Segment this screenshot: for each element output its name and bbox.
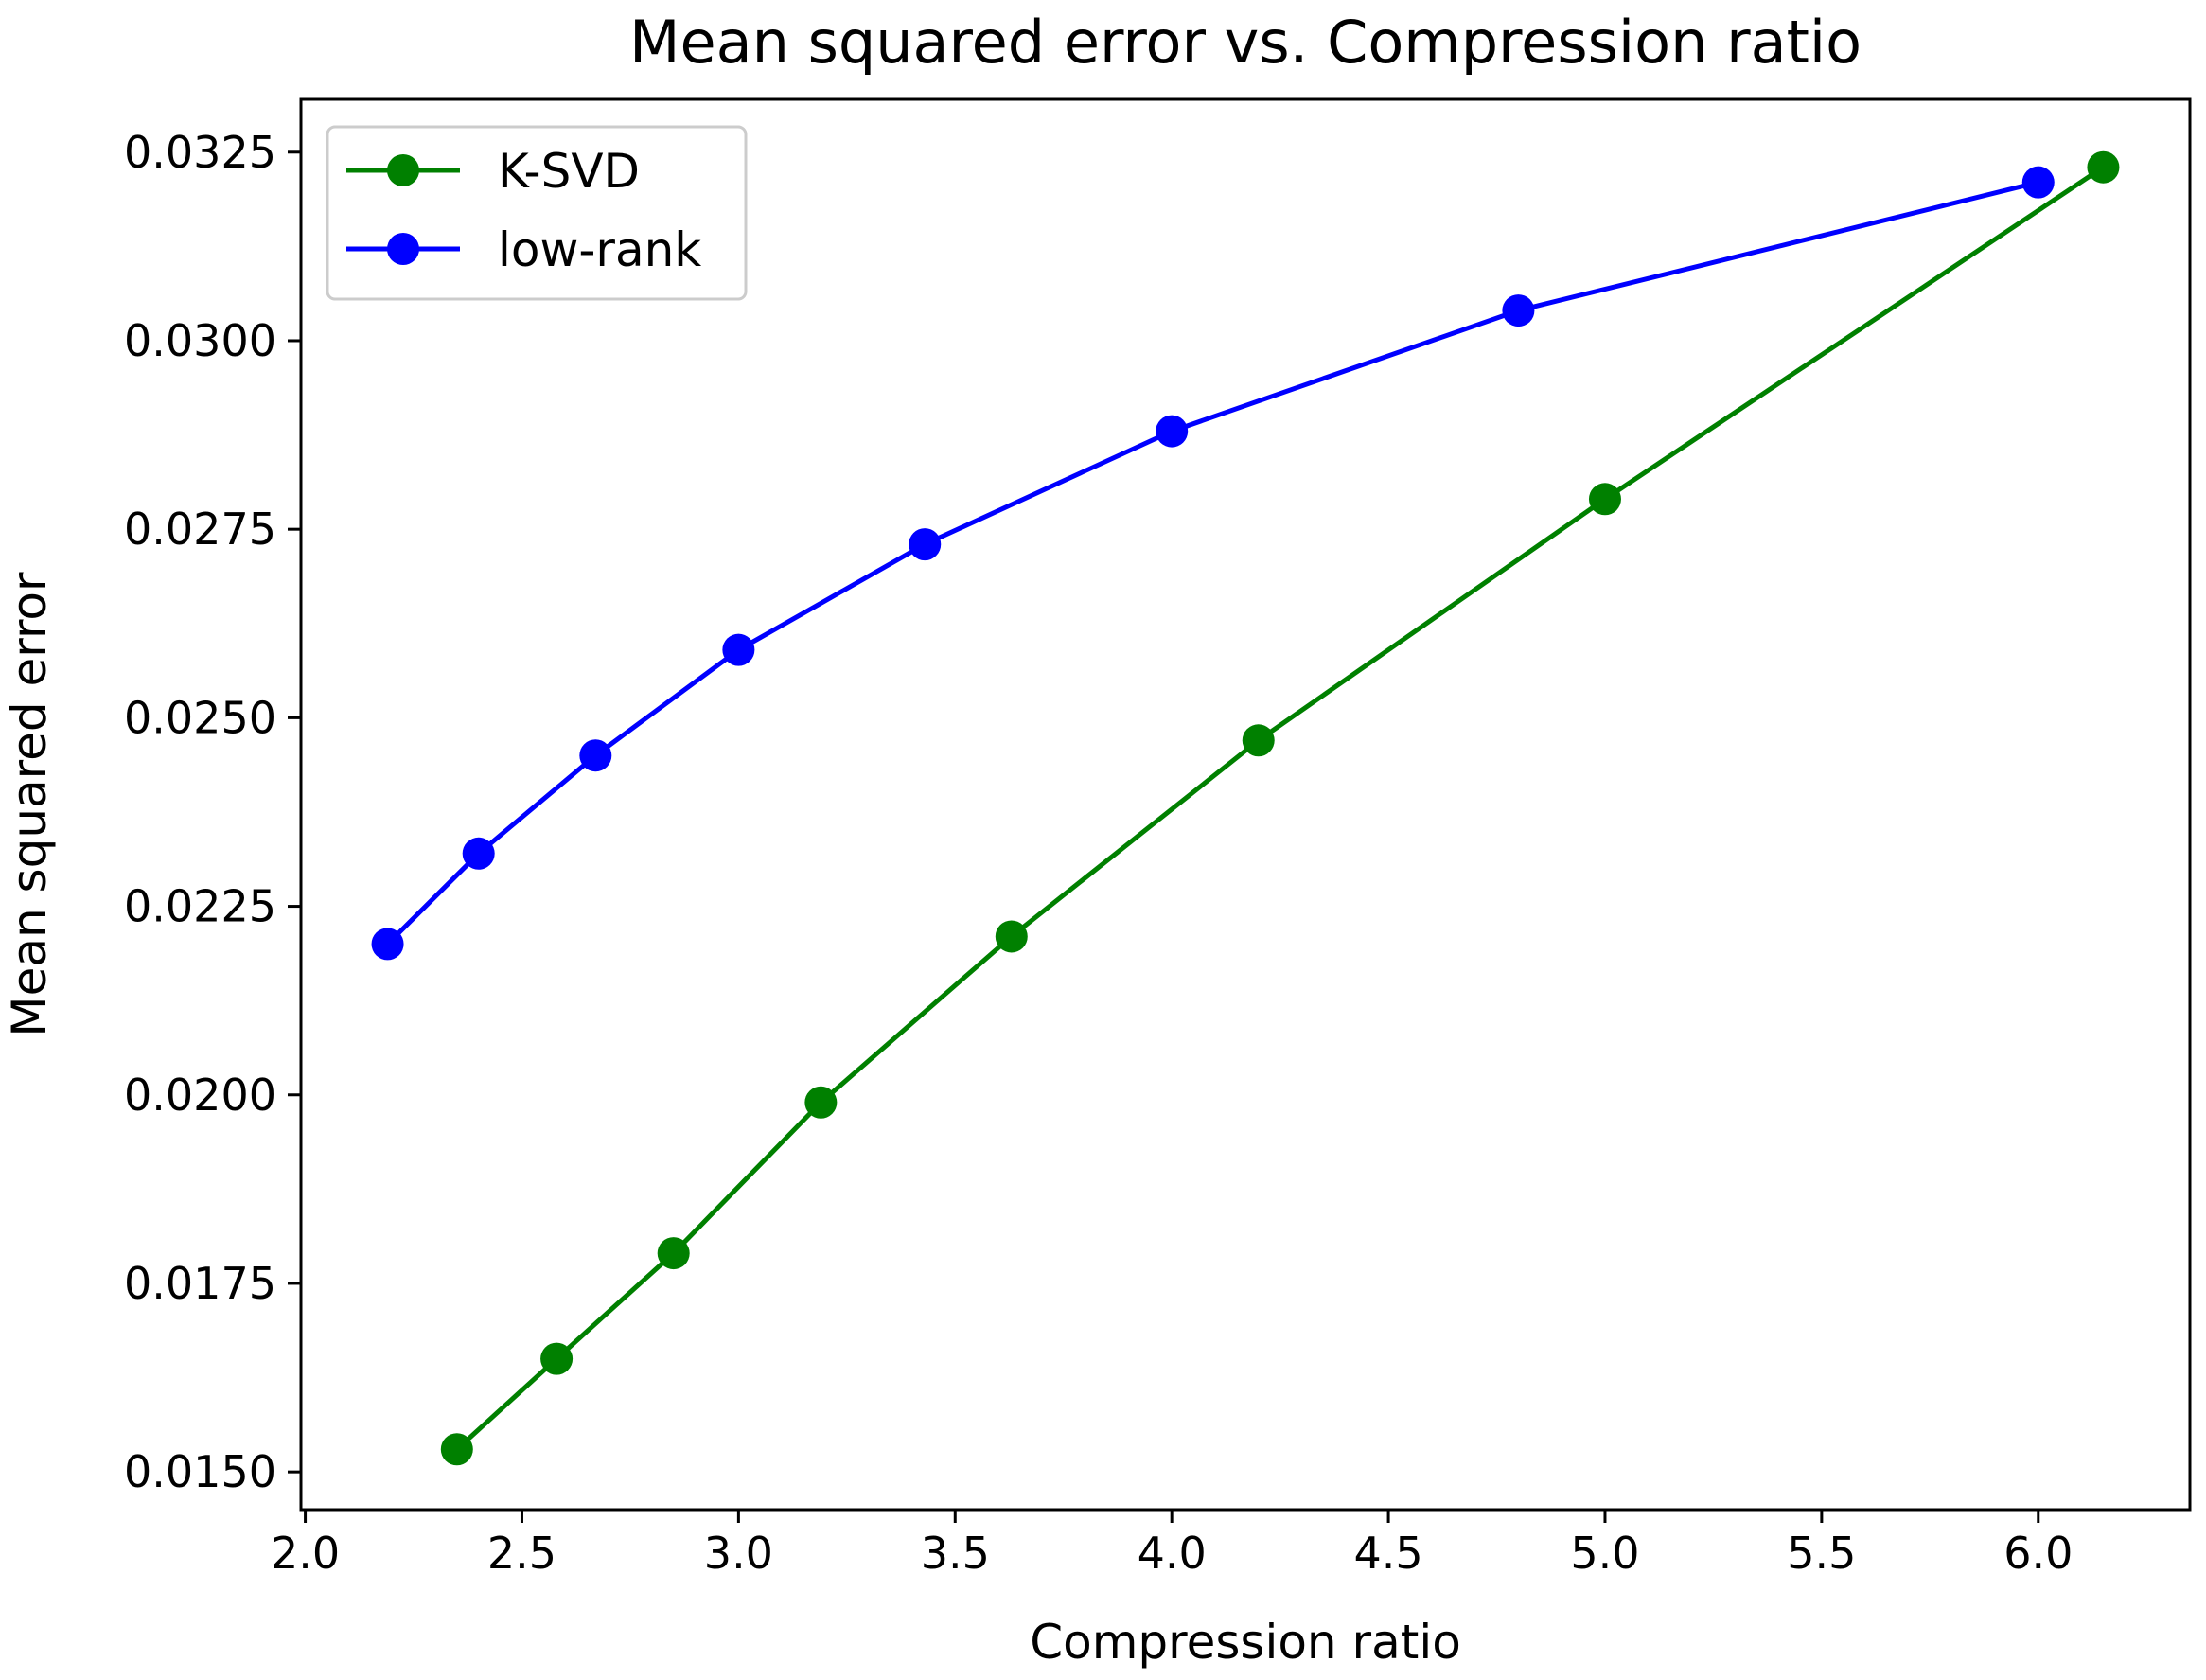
y-tick-label: 0.0175 xyxy=(124,1258,276,1309)
y-axis-label: Mean squared error xyxy=(2,572,57,1037)
x-tick-label: 3.0 xyxy=(704,1528,773,1579)
data-point-k-svd xyxy=(657,1237,690,1270)
data-point-low-rank xyxy=(462,837,495,870)
data-point-k-svd xyxy=(1588,483,1621,516)
data-point-low-rank xyxy=(722,633,755,666)
series-line-low-rank xyxy=(385,180,2039,946)
y-tick-label: 0.0325 xyxy=(124,127,276,178)
data-point-low-rank xyxy=(909,528,942,561)
data-point-low-rank xyxy=(2021,166,2055,199)
x-tick-label: 2.5 xyxy=(487,1528,556,1579)
x-tick-label: 5.0 xyxy=(1570,1528,1639,1579)
legend: K-SVD low-rank xyxy=(326,125,748,301)
legend-marker-k-svd xyxy=(387,154,419,186)
y-axis-ticks: 0.0150 0.0175 0.0200 0.0225 0.0250 0.0275 0.03… xyxy=(124,127,301,1497)
data-point-low-rank xyxy=(579,739,612,772)
data-point-k-svd xyxy=(440,1433,473,1466)
y-tick-label: 0.0150 xyxy=(124,1446,276,1497)
data-point-low-rank xyxy=(1502,294,1535,327)
x-tick-label: 4.0 xyxy=(1138,1528,1207,1579)
y-tick-label: 0.0300 xyxy=(124,315,276,366)
x-axis-ticks: 2.0 2.5 3.0 3.5 4.0 4.5 5.0 5.5 6.0 xyxy=(271,1510,2073,1579)
data-point-k-svd xyxy=(540,1342,574,1375)
x-tick-label: 6.0 xyxy=(2003,1528,2073,1579)
y-tick-label: 0.0275 xyxy=(124,504,276,555)
series-line-k-svd xyxy=(455,165,2105,1452)
data-point-k-svd xyxy=(1242,724,1275,757)
data-point-k-svd xyxy=(804,1086,838,1119)
legend-marker-low-rank xyxy=(387,233,419,265)
y-tick-label: 0.0250 xyxy=(124,692,276,743)
x-axis-label: Compression ratio xyxy=(1030,1615,1461,1670)
data-point-k-svd xyxy=(2087,150,2120,184)
y-tick-label: 0.0225 xyxy=(124,881,276,932)
x-tick-label: 5.5 xyxy=(1787,1528,1856,1579)
data-point-low-rank xyxy=(1156,415,1189,448)
y-tick-label: 0.0200 xyxy=(124,1070,276,1121)
x-tick-label: 4.5 xyxy=(1353,1528,1422,1579)
series-layer xyxy=(371,150,2120,1466)
x-tick-label: 3.5 xyxy=(921,1528,990,1579)
legend-label-k-svd: K-SVD xyxy=(498,144,640,199)
data-point-low-rank xyxy=(371,928,404,961)
data-point-k-svd xyxy=(995,920,1028,953)
plot-frame xyxy=(299,97,2192,1512)
chart-title: Mean squared error vs. Compression ratio xyxy=(629,8,1862,77)
legend-label-low-rank: low-rank xyxy=(498,222,701,277)
x-tick-label: 2.0 xyxy=(271,1528,340,1579)
